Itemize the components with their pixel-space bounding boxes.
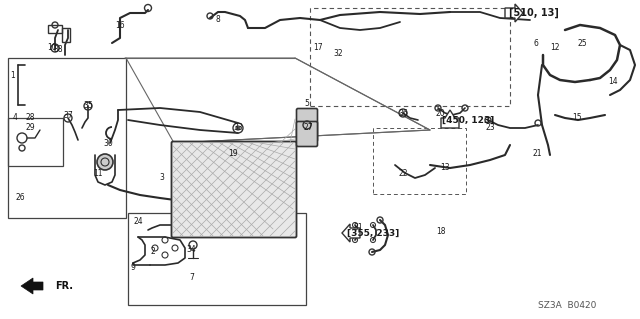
- Bar: [8, 58, 126, 218]
- Text: 10: 10: [47, 43, 57, 53]
- Bar: [310, 8, 510, 106]
- Text: 30: 30: [103, 138, 113, 147]
- Text: 12: 12: [550, 42, 560, 51]
- Polygon shape: [342, 224, 360, 242]
- Text: 32: 32: [333, 48, 343, 57]
- Text: 2: 2: [150, 248, 156, 256]
- Text: 11: 11: [93, 169, 103, 179]
- Text: 7: 7: [189, 272, 195, 281]
- Text: [510, 13]: [510, 13]: [509, 8, 559, 18]
- Text: 3: 3: [159, 174, 164, 182]
- Text: 15: 15: [572, 114, 582, 122]
- Text: 16: 16: [115, 20, 125, 29]
- Bar: [128, 213, 306, 305]
- Text: 8: 8: [216, 16, 220, 25]
- Text: 9: 9: [131, 263, 136, 272]
- Polygon shape: [505, 4, 523, 22]
- Text: SZ3A  B0420: SZ3A B0420: [538, 301, 596, 310]
- Text: 27: 27: [303, 123, 313, 132]
- Bar: [373, 128, 466, 194]
- Text: 36: 36: [398, 108, 408, 117]
- Text: 6: 6: [534, 39, 538, 48]
- Text: 33: 33: [233, 123, 243, 132]
- Text: 28: 28: [25, 114, 35, 122]
- Text: 4: 4: [13, 114, 17, 122]
- FancyBboxPatch shape: [296, 122, 317, 146]
- FancyBboxPatch shape: [172, 142, 296, 238]
- Circle shape: [236, 126, 240, 130]
- Text: 23: 23: [485, 123, 495, 132]
- Text: 37: 37: [63, 112, 73, 121]
- Text: 14: 14: [608, 78, 618, 86]
- Text: 24: 24: [133, 218, 143, 226]
- FancyBboxPatch shape: [296, 108, 317, 142]
- Text: 19: 19: [228, 149, 238, 158]
- Text: 21: 21: [532, 149, 541, 158]
- Text: 22: 22: [398, 168, 408, 177]
- Text: 20: 20: [435, 108, 445, 117]
- Polygon shape: [21, 278, 43, 294]
- Text: 18: 18: [436, 227, 445, 236]
- Text: 35: 35: [83, 101, 93, 110]
- Text: 13: 13: [440, 164, 450, 173]
- Text: 34: 34: [186, 246, 196, 255]
- Text: [355, 233]: [355, 233]: [347, 228, 399, 238]
- Text: 38: 38: [53, 46, 63, 55]
- Text: 1: 1: [11, 70, 15, 79]
- Text: 25: 25: [577, 39, 587, 48]
- Bar: [8, 118, 63, 166]
- Text: [450, 123]: [450, 123]: [442, 115, 494, 124]
- Circle shape: [97, 154, 113, 170]
- Text: 26: 26: [15, 194, 25, 203]
- Text: FR.: FR.: [55, 281, 73, 291]
- Text: 5: 5: [305, 100, 309, 108]
- Bar: [62, 28, 70, 42]
- Polygon shape: [441, 110, 459, 128]
- Bar: [48, 25, 62, 33]
- Text: 29: 29: [25, 123, 35, 132]
- Text: 31: 31: [353, 224, 363, 233]
- Text: 17: 17: [313, 43, 323, 53]
